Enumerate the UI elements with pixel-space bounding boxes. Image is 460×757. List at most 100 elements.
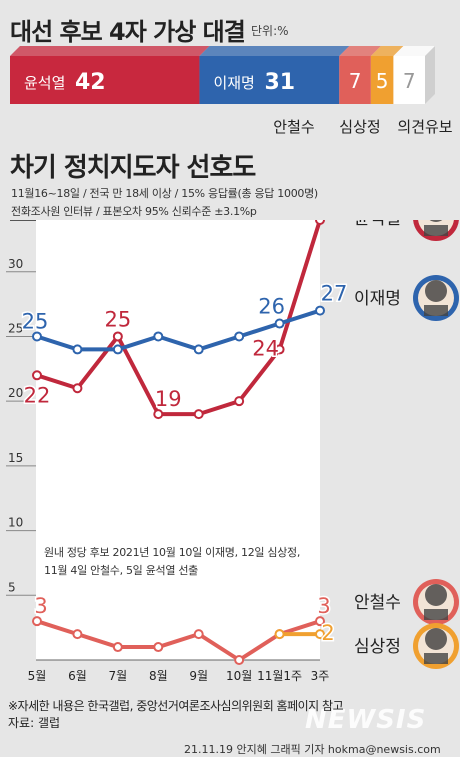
bar-segment-top-4 [393,46,435,56]
data-point [193,629,204,640]
series-line-1 [35,308,322,352]
chart-note-line1: 원내 정당 후보 2021년 10월 10일 이재명, 12일 심상정, [44,546,301,559]
data-label: 25 [104,307,131,331]
x-tick-label: 6월 [68,669,87,683]
y-tick-label: 10 [8,516,23,530]
legend-label: 심상정 [354,637,401,657]
footnote: ※자세한 내용은 한국갤럽, 중앙선거여론조사심의위원회 홈페이지 참고 [8,699,344,713]
data-point [32,331,42,342]
x-tick-label: 11월1주 [257,669,302,683]
plot-area [36,220,320,660]
legend-avatar-hair [425,628,447,650]
bar-value-label: 7 [403,69,416,93]
bar-segment-top-2 [339,46,381,56]
data-point [234,396,245,407]
bar-value-label: 31 [264,70,295,95]
bar-name-label: 안철수 [273,118,314,136]
bar-value-label: 5 [376,69,389,93]
bar-segment-3 [370,56,394,104]
legend-avatar-body [424,305,448,316]
data-point [315,629,325,640]
data-point [193,409,204,420]
x-tick-label: 5월 [28,669,47,683]
survey-meta-line2: 전화조사원 인터뷰 / 표본오차 95% 신뢰수준 ±3.1%p [11,205,257,218]
legend-avatar-body [424,225,448,236]
data-point [193,344,204,355]
data-label: 25 [22,309,49,333]
bar-name-label: 의견유보 [397,118,452,136]
data-label: 19 [155,387,182,411]
data-label: 27 [321,282,348,306]
bar-name-label: 윤석열 [24,74,65,92]
series-line-0 [35,220,322,417]
newsis-watermark: NEWSIS [305,705,427,735]
bar-value-label: 7 [349,69,362,93]
y-tick-label: 20 [8,386,23,400]
data-label: 3 [34,594,47,618]
bar-segment-4 [393,56,425,104]
bar-segment-top-3 [370,46,404,56]
x-tick-label: 3주 [311,669,330,683]
bar-segment-side [425,46,435,104]
line-chart: 5 10 15 20 25 30 5월 6월 7월 8월 9월 10월 11월1주 3주 22 25 19 24 3… [6,220,459,683]
x-tick-label: 10월 [226,669,252,683]
y-tick-label: 5 [8,580,16,594]
data-point [315,220,325,225]
x-tick-label: 9월 [189,669,208,683]
data-label: 22 [24,383,51,407]
data-point [72,383,83,394]
credit-line: 21.11.19 안지혜 그래픽 기자 hokma@newsis.com [184,743,441,756]
data-point [153,642,164,653]
data-point [32,370,42,381]
source-label: 자료: 갤럽 [8,716,61,730]
legend-avatar-body [424,609,448,620]
bar-segment-1 [199,56,340,104]
data-point [315,305,325,316]
chart-note-line2: 11월 4일 안철수, 5일 윤석열 선출 [44,564,198,577]
bar-segment-0 [10,56,200,104]
data-point [112,344,123,355]
data-point [72,344,83,355]
stacked-bar-chart: 윤석열 42 이재명 31 7 안철수 5 심상정 7 의견유보 [10,46,453,136]
bar-segment-2 [339,56,371,104]
y-tick-label: 30 [8,257,23,271]
data-point [32,616,42,627]
legend-avatar-hair [425,584,447,606]
unit-label: 단위:% [251,24,289,38]
data-point [315,616,325,627]
data-label: 24 [252,336,279,360]
legend-label: 안철수 [354,593,401,613]
legend-avatar-hair [429,220,443,222]
legend-label: 이재명 [354,289,401,309]
bar-value-label: 42 [75,70,106,95]
data-point [72,629,83,640]
x-tick-label: 8월 [149,669,168,683]
data-point [274,629,285,640]
data-point [112,331,123,342]
data-label: 26 [258,295,285,319]
data-label: 3 [317,594,330,618]
y-tick-label: 15 [8,451,23,465]
x-tick-label: 7월 [109,669,128,683]
page-title: 대선 후보 4자 가상 대결 [10,18,246,46]
data-point [234,655,245,665]
legend-label: 윤석열 [354,220,401,229]
series-line-2 [35,619,322,662]
bar-segment-top-1 [199,46,350,56]
data-label: 2 [321,621,334,645]
bar-name-label: 이재명 [213,74,254,92]
data-point [153,409,164,420]
survey-meta-line1: 11월16~18일 / 전국 만 18세 이상 / 15% 응답률(총 응답 1… [11,187,318,200]
chart-title: 차기 정치지도자 선호도 [10,153,256,183]
data-point [112,642,123,653]
data-point [274,318,285,329]
y-tick-label: 25 [8,321,23,335]
bar-segment-top-0 [10,46,210,56]
data-point [153,331,164,342]
legend-avatar-hair [425,280,447,302]
data-point [234,331,245,342]
bar-name-label: 심상정 [339,118,380,136]
data-point [274,344,285,355]
legend-avatar-body [424,653,448,664]
